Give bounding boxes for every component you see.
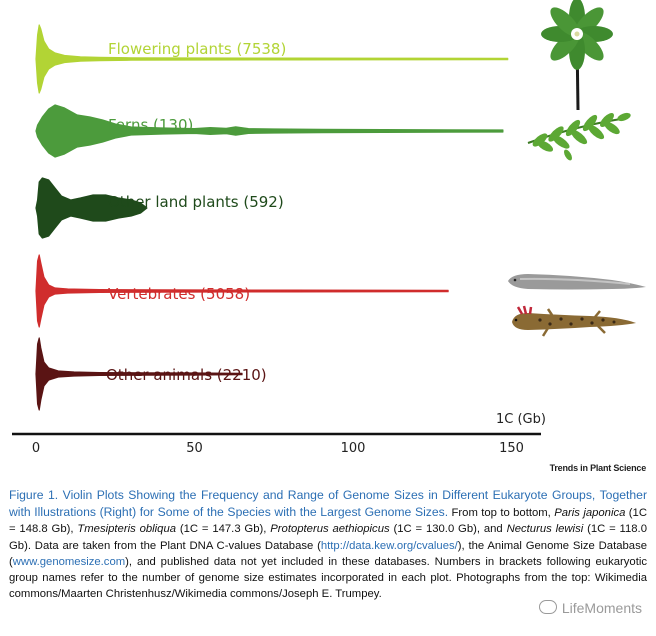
violin-1 [35,104,504,158]
species-name: Necturus lewisi [506,523,584,536]
violin-4 [35,337,243,411]
tmesipteris-obliqua-illustration [527,112,631,161]
species-name: Tmesipteris obliqua [77,523,177,536]
caption-text: From top to bottom, [448,507,555,520]
species-name: Paris japonica [554,507,626,520]
group-labels-layer: Flowering plants (7538) Ferns (130) Other … [106,40,286,384]
caption-text: (1C = 148.8 Gb), [9,507,647,536]
x-tick-label-1: 50 [186,441,203,456]
protopterus-aethiopicus-illustration [508,274,646,290]
x-tick-label-0: 0 [32,441,40,456]
violin-0 [35,24,509,94]
x-tick-label-2: 100 [341,441,366,456]
x-axis-ticks: 0 50 100 150 [32,441,524,456]
violins-layer [35,24,509,411]
species-name: Protopterus aethiopicus [270,523,390,536]
caption-text: (1C = 130.0 Gb), and [389,523,507,536]
caption-title: Figure 1. Violin Plots Showing the Frequ… [9,488,647,520]
caption-text: ), the Animal Genome Size Database ( [9,539,648,568]
genomesize-link[interactable]: www.genomesize.com [12,555,126,568]
necturus-lewisi-illustration [512,305,636,337]
violin-2 [35,177,148,239]
caption-text: (1C = 147.3 Gb), [176,523,271,536]
x-tick-label-3: 150 [499,441,524,456]
group-label-3: Vertebrates (5058) [108,285,250,303]
violin-plot-figure: Flowering plants (7538) Ferns (130) Other … [12,0,646,456]
group-label-2: Other land plants (592) [108,193,284,211]
caption-text: (1C = 118.0 Gb). Data are taken from the… [9,523,647,552]
paris-japonica-illustration [541,0,613,111]
group-label-1: Ferns (130) [108,116,193,134]
violin-3 [35,254,449,328]
caption-text: ), and published data not yet included i… [9,555,647,601]
group-label-4: Other animals (2210) [106,366,267,384]
figure-caption: Figure 1. Violin Plots Showing the Frequ… [9,487,647,602]
journal-name: Trends in Plant Science [549,463,647,473]
chat-bubble-icon [538,600,557,614]
watermark: LifeMoments [538,600,642,616]
watermark-text: LifeMoments [561,600,642,616]
group-label-0: Flowering plants (7538) [108,40,286,58]
x-axis-title: 1C (Gb) [496,412,546,427]
kew-database-link[interactable]: http://data.kew.org/cvalues/ [320,539,458,552]
